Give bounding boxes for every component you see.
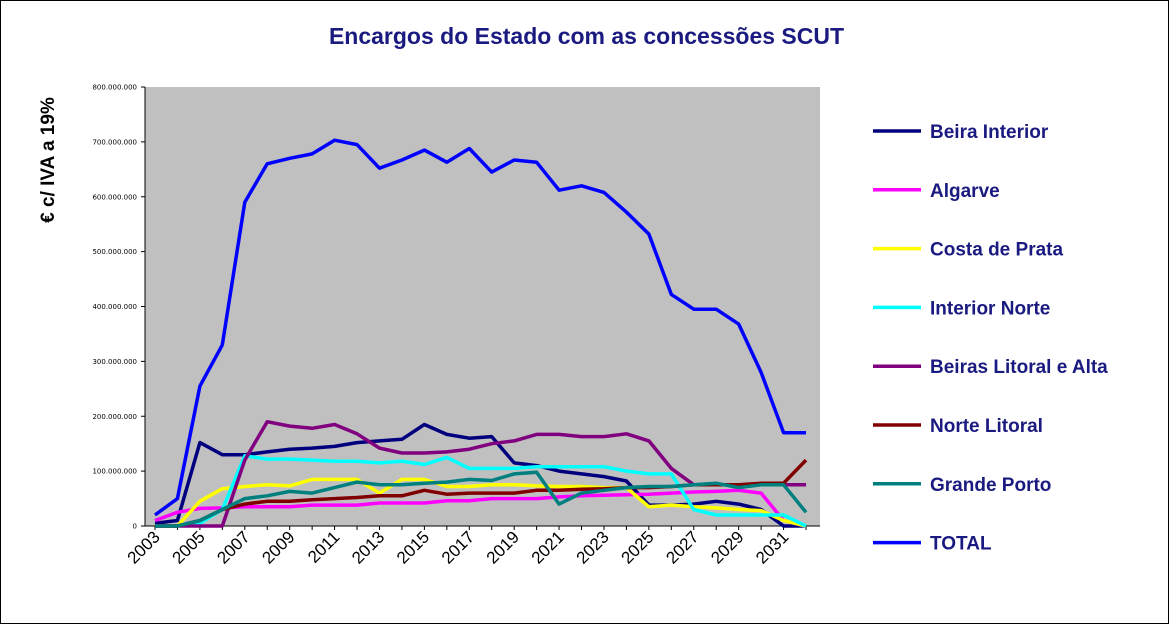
x-tick-label: 2019 [483,527,523,567]
y-tick-label: 500.000.000 [92,248,137,256]
x-tick-label: 2021 [528,527,568,567]
legend-label-algarve: Algarve [930,181,1000,202]
series-line-beira-interior [154,422,806,528]
series-line-costa-de-prata [155,477,807,528]
y-tick-label: 300.000.000 [92,358,137,366]
x-tick-label: 2027 [662,527,702,567]
legend-label-beira-interior: Beira Interior [930,122,1049,143]
series-line-algarve [154,488,807,528]
y-tick-label: 100.000.000 [92,468,137,476]
y-axis: 0 100.000.000 200.000.000 300.000.000 400.00… [92,84,146,531]
x-tick-label: 2009 [258,527,298,567]
legend-label-interior-norte: Interior Norte [930,298,1050,319]
series-line-interior-norte [155,454,807,528]
chart-title: Encargos do Estado com as concessões SCU… [328,23,845,49]
x-tick-label: 2023 [573,527,613,567]
x-tick-label: 2029 [707,527,747,567]
legend-label-grande-porto: Grande Porto [930,475,1051,496]
x-tick-label: 2013 [348,527,388,567]
y-tick-label: 400.000.000 [92,303,137,311]
y-axis-label: € c/ IVA a 19% [38,97,59,223]
series-lines [153,138,808,528]
y-tick-label: 800.000.000 [92,84,137,92]
x-tick-label: 2005 [169,527,209,567]
x-tick-label: 2017 [438,527,478,567]
y-tick-label: 700.000.000 [92,138,137,146]
x-tick-label: 2015 [393,527,433,567]
x-tick-label: 2025 [618,527,658,567]
series-line-grande-porto [155,470,808,528]
legend-label-costa-de-prata: Costa de Prata [930,240,1063,261]
legend-label-norte-litoral: Norte Litoral [930,416,1043,437]
legend-label-beiras-litoral-e-alta: Beiras Litoral e Alta [930,357,1108,378]
legend: Beira Interior Algarve Costa de Prata Inter… [873,122,1108,555]
legend-label-total: TOTAL [930,534,992,555]
x-axis: 2003 2005 2007 2009 2011 2013 2015 2017 2019 2021… [124,525,820,568]
y-tick-label: 0 [133,523,137,531]
y-tick-label: 600.000.000 [92,193,137,201]
x-tick-label: 2007 [213,527,253,567]
x-tick-label: 2031 [752,527,792,567]
x-tick-label: 2003 [124,527,164,567]
x-tick-label: 2011 [304,527,343,566]
y-tick-label: 200.000.000 [92,413,137,421]
series-line-total [153,138,806,517]
